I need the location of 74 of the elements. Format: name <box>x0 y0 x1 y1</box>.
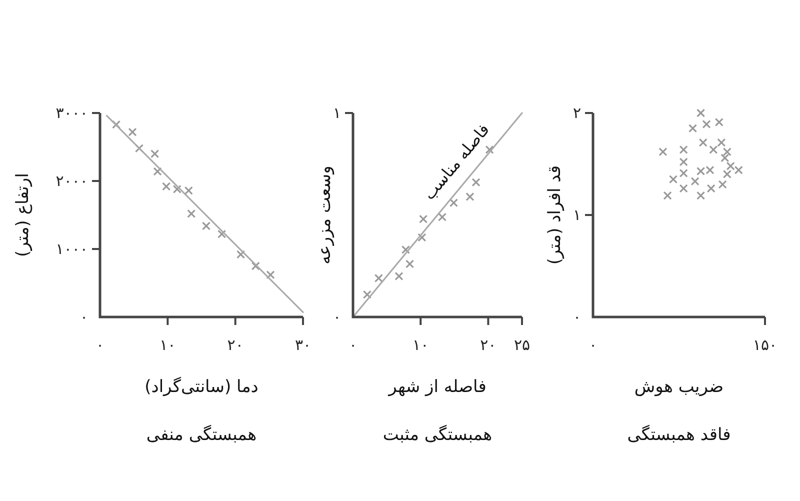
point <box>150 150 160 158</box>
point <box>472 178 480 187</box>
point <box>251 262 260 270</box>
point <box>112 120 121 129</box>
y-tick-label: ۲ <box>572 104 581 122</box>
point <box>696 191 706 200</box>
point <box>128 128 137 136</box>
x-tick-label: ۱۵۰ <box>752 336 778 354</box>
annotation: فاصله مناسب <box>419 120 494 204</box>
y-tick-label: ۰ <box>80 308 88 326</box>
point <box>202 222 211 230</box>
point <box>702 120 711 129</box>
x-tick-label: ۰ <box>348 336 358 354</box>
x-tick-label: ۰ <box>588 336 598 354</box>
point <box>717 138 726 147</box>
point <box>679 145 688 154</box>
text: همبستگی منفی <box>146 424 257 445</box>
y-tick-label: ۰ <box>572 308 581 326</box>
y-tick-label: ۲۰۰۰ <box>56 172 88 190</box>
point <box>706 184 716 193</box>
point <box>153 167 162 176</box>
y-tick-label: ۱۰۰۰ <box>56 240 88 258</box>
x-tick-label: ۲۰ <box>227 336 244 354</box>
x-axis-title: دما (سانتی‌گراد) <box>144 376 258 397</box>
point <box>405 260 414 268</box>
point <box>734 166 743 174</box>
point <box>419 214 428 224</box>
point <box>187 209 196 218</box>
point <box>679 168 688 178</box>
y-axis-title: وسعت مزرعه <box>315 166 335 264</box>
point <box>706 166 714 174</box>
point <box>698 138 708 147</box>
x-tick-label: ۱۰ <box>160 336 176 354</box>
point <box>236 250 246 259</box>
x-tick-label: ۱۰ <box>412 336 429 354</box>
point <box>679 184 688 193</box>
point <box>162 182 171 191</box>
point <box>690 177 700 186</box>
y-tick-label: ۱ <box>332 104 341 122</box>
y-tick-label: ۳۰۰۰ <box>56 104 88 122</box>
point <box>266 270 275 280</box>
x-tick-label: ۰ <box>96 336 104 354</box>
y-axis-title: ارتفاع (متر) <box>13 173 33 257</box>
x-tick-label: ۲۰ <box>480 336 496 354</box>
x-tick-label: ۲۵ <box>514 336 530 354</box>
point <box>362 290 372 299</box>
y-axis-title: قد افراد (متر) <box>545 165 565 265</box>
point <box>679 158 688 166</box>
point <box>658 147 668 156</box>
x-axis-title: فاصله از شهر <box>388 377 486 397</box>
point <box>688 124 698 133</box>
point <box>714 118 724 126</box>
point <box>722 170 732 178</box>
point <box>696 166 706 176</box>
point <box>184 186 193 195</box>
point <box>668 175 678 184</box>
text: فاقد همبستگی <box>627 424 731 445</box>
point <box>394 272 404 280</box>
point <box>438 212 447 222</box>
point <box>374 274 383 283</box>
point <box>663 191 672 200</box>
point <box>726 162 735 170</box>
point <box>172 184 182 194</box>
text: همبستگی مثبت <box>382 424 492 445</box>
point <box>696 108 706 118</box>
point <box>218 230 226 238</box>
point <box>718 180 727 189</box>
point <box>418 233 426 242</box>
point <box>466 192 474 201</box>
y-tick-label: ۱ <box>572 206 581 224</box>
x-tick-label: ۳۰ <box>294 336 312 354</box>
x-axis-title: ضریب هوش <box>634 377 724 397</box>
point <box>401 245 410 254</box>
point <box>709 145 718 154</box>
